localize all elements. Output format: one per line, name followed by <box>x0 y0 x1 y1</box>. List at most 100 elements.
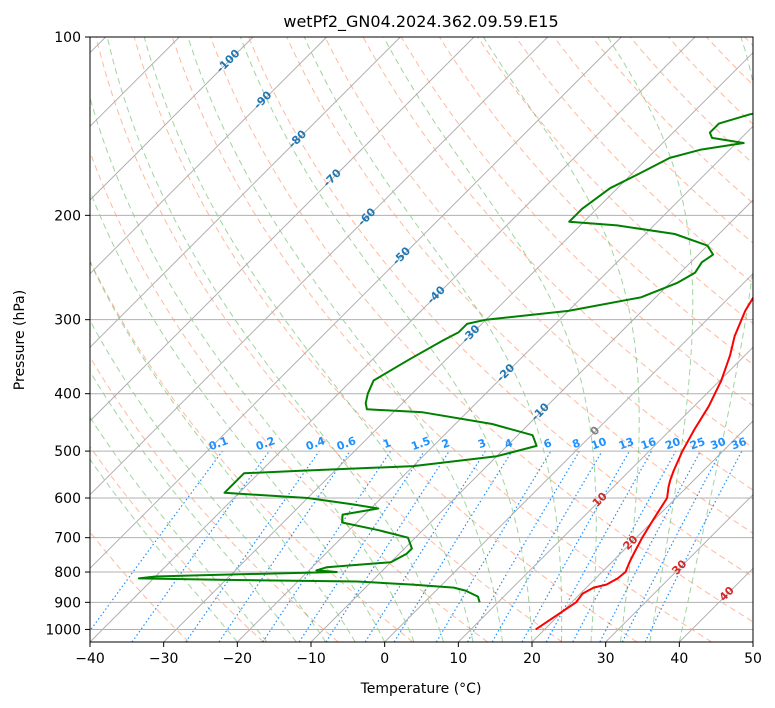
dry-adiabat <box>210 37 753 623</box>
isotherm <box>678 567 753 642</box>
mixing-ratio-label: 8 <box>570 436 582 451</box>
dry-adiabat <box>706 37 753 86</box>
mixing-ratio-label: 0.4 <box>304 434 327 453</box>
moist-adiabat <box>678 37 753 642</box>
moist-adiabat <box>482 37 640 642</box>
mixing-ratio-line <box>599 450 702 642</box>
isotherm <box>90 37 328 275</box>
x-tick-label: 30 <box>597 651 615 667</box>
dry-adiabat <box>171 37 712 642</box>
moist-adiabat <box>143 37 474 642</box>
isotherm <box>163 51 753 642</box>
moist-adiabat <box>90 189 386 642</box>
dry-adiabat <box>90 531 190 642</box>
x-axis-label: Temperature (°C) <box>360 681 482 697</box>
dry-adiabat <box>668 37 753 125</box>
mixing-ratio-line <box>298 450 425 642</box>
y-tick-label: 600 <box>54 491 81 507</box>
dry-adiabat <box>553 37 753 244</box>
mixing-ratio-line <box>545 450 653 642</box>
mixing-ratio-line <box>131 450 270 642</box>
y-tick-label: 900 <box>54 595 81 611</box>
x-tick-label: 10 <box>449 651 467 667</box>
isotherm <box>457 346 753 642</box>
mixing-ratio-line <box>466 450 580 642</box>
y-tick-label: 1000 <box>45 622 81 638</box>
isotherm-label: -20 <box>494 361 517 384</box>
mixing-ratio-label: 0.6 <box>335 434 358 453</box>
isotherm <box>605 493 753 642</box>
y-tick-label: 500 <box>54 444 81 460</box>
isotherm <box>310 199 753 642</box>
isotherm <box>384 272 753 642</box>
mixing-ratio-label: 10 <box>590 435 609 453</box>
dry-adiabat <box>248 37 753 578</box>
y-axis-label: Pressure (hPa) <box>12 290 28 390</box>
isotherm <box>236 125 753 642</box>
dry-adiabat <box>90 150 488 642</box>
mixing-ratio-line <box>185 450 320 642</box>
mixing-ratio-label: 25 <box>688 435 707 452</box>
sounding-traces <box>137 112 753 631</box>
mixing-ratio-label: 16 <box>639 435 658 453</box>
y-tick-label: 800 <box>54 565 81 581</box>
isotherm-label: 40 <box>717 584 737 604</box>
isotherm <box>531 420 753 642</box>
mixing-ratio-line <box>218 450 351 642</box>
dry-adiabat <box>90 445 264 642</box>
moist-adiabat <box>383 37 597 642</box>
mixing-ratio-label: 2 <box>440 436 452 451</box>
moist-adiabat <box>90 319 327 642</box>
mixing-ratio-label: 1 <box>381 436 393 451</box>
x-tick-label: −40 <box>75 651 105 667</box>
isotherm-label: 30 <box>669 557 689 577</box>
dry-adiabat <box>133 37 638 642</box>
moist-adiabat <box>106 37 445 642</box>
mixing-ratio-label: 1.5 <box>409 434 432 453</box>
moist-adiabat <box>187 37 503 642</box>
moist-adiabat <box>90 458 238 642</box>
chart-title: wetPf2_GN04.2024.362.09.59.E15 <box>283 12 558 32</box>
line-labels: -100-90-80-70-60-50-40-30-20-10010203040… <box>207 47 749 604</box>
isotherm-label: -30 <box>459 322 482 345</box>
dry-adiabat <box>286 37 753 534</box>
mixing-ratio-label: 6 <box>542 436 554 451</box>
dry-adiabat <box>324 37 753 491</box>
isotherm-label: -50 <box>390 244 413 267</box>
mixing-ratio-label: 0.2 <box>254 434 277 453</box>
dry-adiabat <box>515 37 753 284</box>
mixing-ratio-label: 3 <box>476 436 488 451</box>
x-tick-label: −30 <box>149 651 179 667</box>
isotherm <box>90 37 401 349</box>
x-axis-ticks: −40 −30 −20 −10 0 10 20 30 40 50 <box>75 642 762 667</box>
isotherm <box>90 37 622 570</box>
x-tick-label: 50 <box>744 651 762 667</box>
mixing-ratio-label: 13 <box>617 435 636 452</box>
mixing-ratio-label: 20 <box>663 435 682 453</box>
x-tick-label: 0 <box>380 651 389 667</box>
mixing-ratio-label: 4 <box>503 436 515 451</box>
mixing-ratio-line <box>90 450 223 632</box>
moist-adiabat <box>607 37 694 642</box>
mixing-ratio-line <box>364 450 486 642</box>
mixing-ratio-line <box>521 450 631 642</box>
plot-frame <box>89 36 754 643</box>
moist-adiabat <box>90 370 297 642</box>
isotherm <box>752 641 753 642</box>
dry-adiabat <box>95 37 563 642</box>
y-tick-label: 200 <box>54 208 81 224</box>
y-axis-ticks: 1000 900 800 700 600 500 400 300 200 100 <box>45 30 90 638</box>
mixing-ratio-line <box>393 450 513 642</box>
x-tick-label: −20 <box>223 651 253 667</box>
mixing-ratio-line <box>262 450 392 642</box>
isotherm <box>90 37 696 642</box>
y-tick-label: 100 <box>54 30 81 46</box>
isotherm-label: 10 <box>590 489 610 509</box>
dry-adiabat <box>744 37 753 47</box>
mixing-ratio-line <box>325 450 450 642</box>
x-tick-label: 40 <box>670 651 688 667</box>
isotherm <box>90 37 475 422</box>
isotherm <box>90 37 549 496</box>
mixing-ratio-line <box>644 450 743 642</box>
